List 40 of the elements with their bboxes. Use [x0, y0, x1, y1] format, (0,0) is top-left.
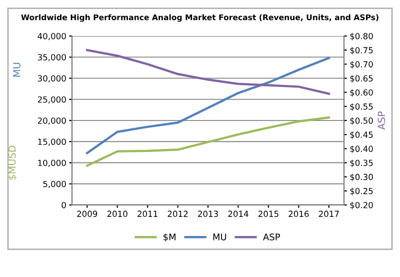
- legend-label: $M: [164, 233, 176, 242]
- y2-tick-label: $0.25: [350, 188, 373, 196]
- line-series: [86, 116, 330, 167]
- x-tick-label: 2013: [198, 210, 218, 217]
- y2-tick-label: $0.75: [350, 46, 373, 54]
- y-tick-label: 25,000: [38, 96, 66, 104]
- y-tick-label: 15,000: [38, 138, 66, 146]
- y2-axis-title: ASP: [378, 111, 386, 130]
- y2-tick-label: $0.35: [350, 160, 373, 168]
- line-series: [86, 56, 330, 154]
- text: MU: [13, 62, 20, 77]
- x-tick-label: 2010: [107, 210, 128, 217]
- y2-tick-label: $0.55: [350, 103, 373, 111]
- x-tick-label: 2009: [77, 210, 98, 217]
- y-axis-title: $MUSD: [8, 146, 18, 180]
- y2-tick-label: $0.70: [350, 61, 373, 69]
- x-tick-label: 2012: [168, 210, 188, 217]
- x-tick-label: 2016: [288, 210, 309, 217]
- y-tick-label: 0: [62, 202, 66, 208]
- legend-label: MU: [213, 234, 226, 240]
- y2-tick-label: $0.40: [350, 145, 373, 154]
- x-tick-label: 2017: [318, 210, 339, 217]
- y2-tick-label: $0.20: [350, 202, 373, 210]
- legend-label: ASP: [263, 234, 280, 240]
- x-tick-label: 2014: [228, 210, 248, 217]
- y2-tick-label: $0.50: [350, 117, 373, 125]
- line-series: [86, 48, 330, 95]
- y2-tick-label: $0.60: [350, 89, 373, 97]
- x-tick-label: 2015: [258, 210, 278, 217]
- y2-tick-label: $0.65: [350, 75, 373, 83]
- x-tick-label: 2011: [138, 210, 158, 217]
- y-tick-label: 30,000: [38, 75, 66, 82]
- y2-tick-label: $0.30: [350, 174, 373, 182]
- y-tick-label: 35,000: [38, 54, 66, 62]
- y-tick-label: 20,000: [38, 117, 66, 125]
- y2-tick-label: $0.80: [350, 32, 373, 40]
- y-tick-label: 40,000: [38, 32, 66, 40]
- y2-tick-label: $0.45: [350, 131, 373, 139]
- y-tick-label: 10,000: [38, 160, 66, 167]
- y-tick-label: 5,000: [43, 180, 66, 188]
